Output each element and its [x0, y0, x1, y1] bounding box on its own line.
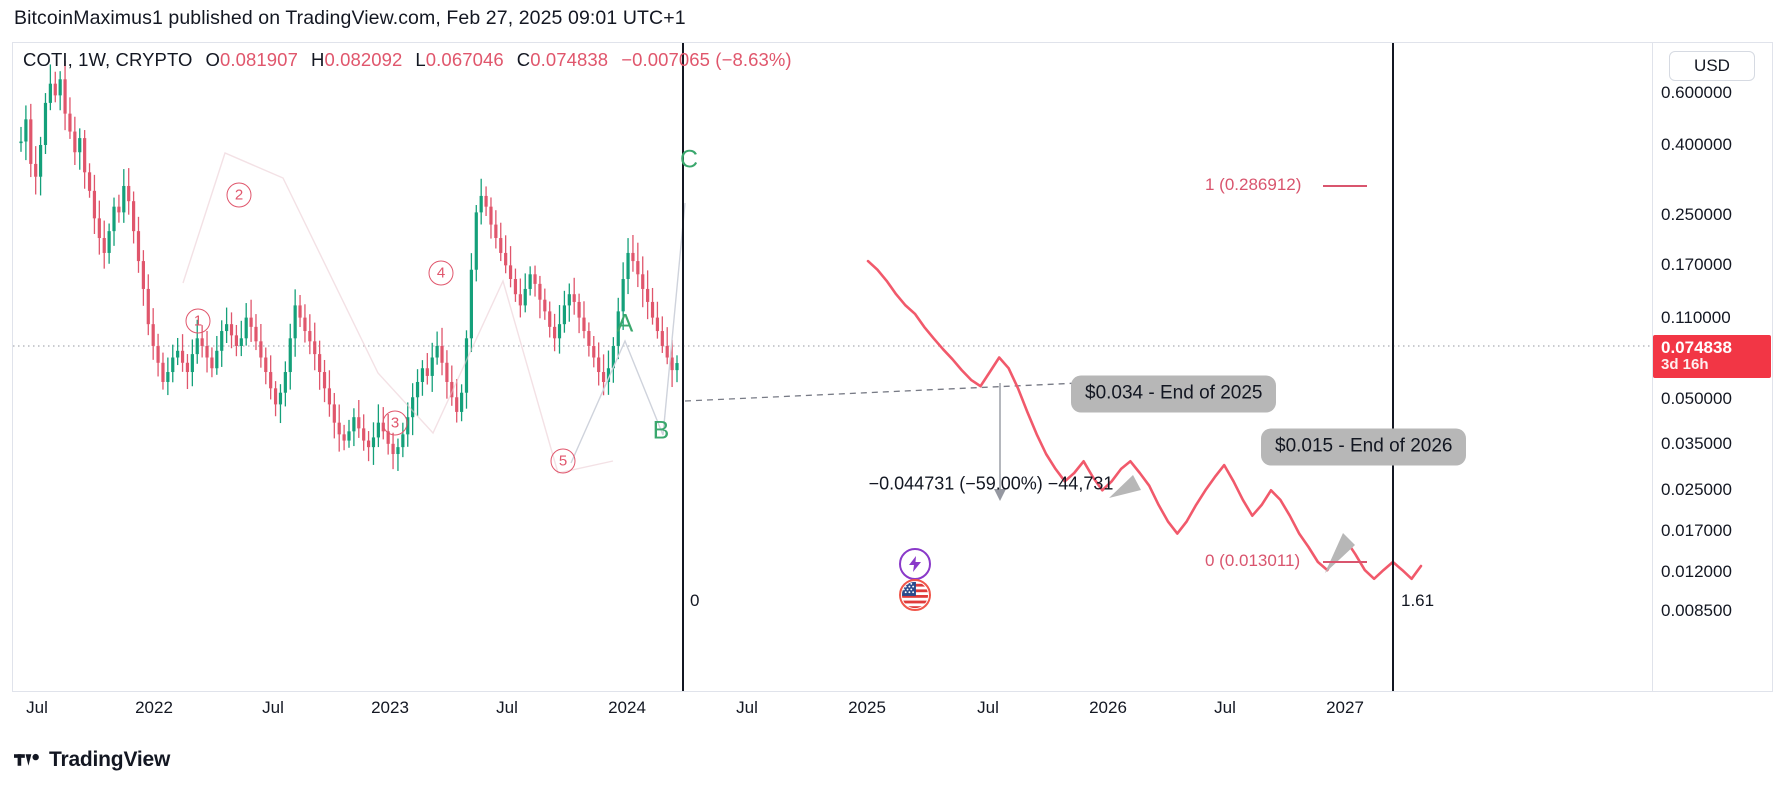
fib-label-bottom: 0 (0.013011): [1205, 551, 1301, 570]
price-series-svg: [13, 43, 1653, 691]
chart-legend: COTI, 1W, CRYPTO O0.081907 H0.082092 L0.067…: [23, 49, 792, 71]
time-tick-5: 2024: [608, 698, 646, 717]
legend-symbol[interactable]: COTI, 1W, CRYPTO: [23, 49, 193, 70]
time-tick-1: 2022: [135, 698, 173, 717]
price-tick-9: 0.012000: [1661, 562, 1732, 581]
time-tick-7: 2025: [848, 698, 886, 717]
price-tick-6: 0.035000: [1661, 434, 1732, 453]
time-tick-0: Jul: [26, 698, 48, 717]
price-tick-8: 0.017000: [1661, 521, 1732, 540]
callout-end-of-2026: $0.015 - End of 2026: [1261, 428, 1467, 466]
price-tick-4: 0.110000: [1661, 308, 1731, 327]
abc-label-b: B: [652, 416, 670, 445]
publisher-byline: BitcoinMaximus1 published on TradingView…: [14, 7, 686, 29]
wave-label-3: 3: [382, 410, 408, 436]
bar-countdown: 3d 16h: [1661, 356, 1709, 374]
legend-high-value: 0.082092: [324, 49, 403, 70]
price-tick-1: 0.400000: [1661, 135, 1732, 154]
fib-dash-top: [1323, 185, 1367, 187]
tradingview-brand: TradingView: [49, 748, 171, 771]
abc-label-c: C: [679, 145, 699, 174]
candlestick-group: [19, 60, 679, 471]
callout-end-of-2025: $0.034 - End of 2025: [1071, 375, 1277, 413]
abc-wave-path: [570, 202, 686, 464]
wave-label-5: 5: [550, 448, 576, 474]
current-price-badge: 0.074838 3d 16h: [1653, 335, 1771, 378]
legend-open-value: 0.081907: [220, 49, 298, 70]
vline-label-161: 1.61: [1401, 591, 1435, 610]
time-tick-3: 2023: [371, 698, 409, 717]
legend-close-label: C: [516, 49, 531, 70]
time-scale[interactable]: Jul 2022 Jul 2023 Jul 2024 Jul 2025 Jul …: [12, 692, 1773, 730]
chart-frame: 1 2 3 4 5 A B C 1 (0.286912) 0 (0.013011…: [12, 42, 1773, 692]
time-tick-10: Jul: [1214, 698, 1236, 717]
tradingview-footer: TradingView: [14, 748, 170, 772]
us-flag-icon[interactable]: [899, 579, 931, 611]
legend-low-value: 0.067046: [425, 49, 504, 70]
time-tick-8: Jul: [977, 698, 999, 717]
callout-tail-2026: [1325, 533, 1355, 573]
elliott-wave-path: [182, 152, 614, 474]
price-tick-10: 0.008500: [1661, 601, 1732, 620]
price-tick-5: 0.050000: [1661, 389, 1732, 408]
forecast-projection-line: [866, 259, 1423, 581]
legend-low-label: L: [415, 49, 426, 70]
price-tick-7: 0.025000: [1661, 480, 1732, 499]
time-tick-2: Jul: [262, 698, 284, 717]
current-price-value: 0.074838: [1661, 338, 1732, 357]
price-tick-2: 0.250000: [1661, 205, 1732, 224]
legend-open-label: O: [205, 49, 220, 70]
price-tick-0: 0.600000: [1661, 83, 1732, 102]
legend-high-label: H: [310, 49, 325, 70]
wave-label-2: 2: [226, 182, 252, 208]
vline-label-0: 0: [690, 591, 700, 610]
lightning-bolt-icon[interactable]: [899, 548, 931, 580]
legend-close-value: 0.074838: [530, 49, 609, 70]
time-tick-9: 2026: [1089, 698, 1127, 717]
time-tick-4: Jul: [496, 698, 518, 717]
fib-trend-guide: [684, 380, 1124, 402]
time-tick-11: 2027: [1326, 698, 1364, 717]
chart-plot-area[interactable]: 1 2 3 4 5 A B C 1 (0.286912) 0 (0.013011…: [13, 43, 1653, 691]
measure-annotation: −0.044731 (−59.00%) −44,731: [868, 473, 1114, 494]
callout-tail-2025: [1109, 475, 1141, 498]
fib-label-top: 1 (0.286912): [1205, 175, 1302, 194]
price-scale[interactable]: USD 0.600000 0.400000 0.250000 0.170000 …: [1652, 43, 1772, 691]
wave-label-1: 1: [185, 308, 211, 334]
currency-badge[interactable]: USD: [1669, 51, 1755, 81]
fib-dash-bottom: [1323, 561, 1367, 563]
price-tick-3: 0.170000: [1661, 255, 1732, 274]
measure-arrow: [994, 383, 1006, 501]
legend-change: −0.007065 (−8.63%): [621, 49, 792, 70]
time-tick-6: Jul: [736, 698, 758, 717]
wave-label-4: 4: [428, 260, 454, 286]
abc-label-a: A: [616, 309, 634, 338]
tradingview-logo-icon: [14, 753, 39, 766]
